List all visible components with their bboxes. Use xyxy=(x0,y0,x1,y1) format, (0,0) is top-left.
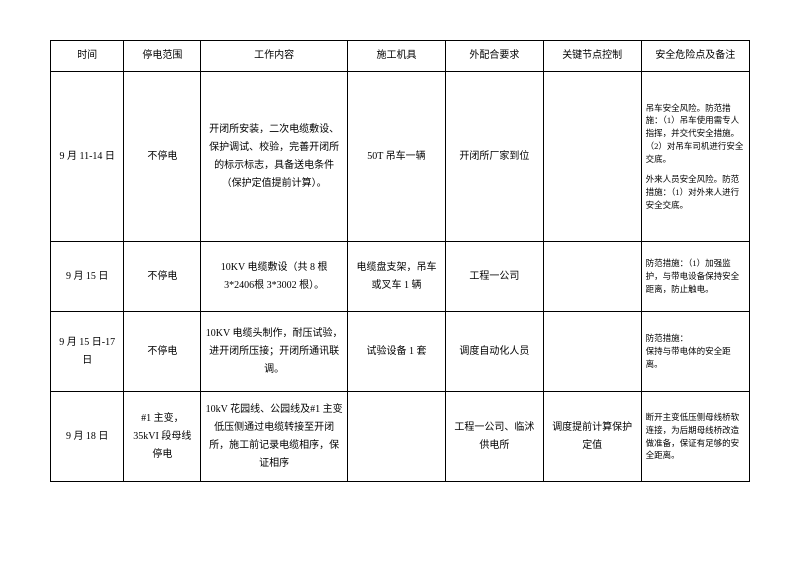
th-time: 时间 xyxy=(51,41,124,72)
cell-outage: 不停电 xyxy=(124,242,201,312)
cell-keynode xyxy=(543,242,641,312)
cell-external: 调度自动化人员 xyxy=(445,312,543,392)
cell-time: 9 月 11-14 日 xyxy=(51,72,124,242)
th-external: 外配合要求 xyxy=(445,41,543,72)
cell-external: 工程一公司 xyxy=(445,242,543,312)
cell-equip: 电缆盘支架，吊车或叉车 1 辆 xyxy=(348,242,446,312)
cell-time: 9 月 15 日 xyxy=(51,242,124,312)
cell-keynode xyxy=(543,72,641,242)
cell-outage: #1 主变，35kVI 段母线停电 xyxy=(124,392,201,482)
header-row: 时间 停电范围 工作内容 施工机具 外配合要求 关键节点控制 安全危险点及备注 xyxy=(51,41,750,72)
cell-keynode xyxy=(543,312,641,392)
cell-time: 9 月 15 日-17日 xyxy=(51,312,124,392)
th-keynode: 关键节点控制 xyxy=(543,41,641,72)
cell-external: 工程一公司、临沭供电所 xyxy=(445,392,543,482)
th-work: 工作内容 xyxy=(201,41,348,72)
safety-a: 吊车安全风险。防范措施：（1）吊车使用需专人指挥，并交代安全措施。（2）对吊车司… xyxy=(646,102,745,166)
cell-outage: 不停电 xyxy=(124,72,201,242)
cell-time: 9 月 18 日 xyxy=(51,392,124,482)
th-safety: 安全危险点及备注 xyxy=(641,41,749,72)
table-row: 9 月 15 日-17日 不停电 10KV 电缆头制作，耐压试验，进开闭所压接；… xyxy=(51,312,750,392)
cell-work: 10KV 电缆头制作，耐压试验，进开闭所压接；开闭所通讯联调。 xyxy=(201,312,348,392)
safety-b: 外来人员安全风险。防范措施：（1）对外来人进行安全交底。 xyxy=(646,173,745,211)
cell-work: 开闭所安装，二次电缆敷设、保护调试、校验，完善开闭所的标示标志，具备送电条件（保… xyxy=(201,72,348,242)
cell-equip xyxy=(348,392,446,482)
table-row: 9 月 15 日 不停电 10KV 电缆敷设（共 8 根 3*2406根 3*3… xyxy=(51,242,750,312)
cell-outage: 不停电 xyxy=(124,312,201,392)
cell-work: 10kV 花园线、公园线及#1 主变低压侧通过电缆转接至开闭所，施工前记录电缆相… xyxy=(201,392,348,482)
cell-external: 开闭所厂家到位 xyxy=(445,72,543,242)
th-outage: 停电范围 xyxy=(124,41,201,72)
cell-safety: 吊车安全风险。防范措施：（1）吊车使用需专人指挥，并交代安全措施。（2）对吊车司… xyxy=(641,72,749,242)
table-row: 9 月 18 日 #1 主变，35kVI 段母线停电 10kV 花园线、公园线及… xyxy=(51,392,750,482)
cell-safety: 断开主变低压侧母线桥软连接，为后期母线桥改造做准备，保证有足够的安全距离。 xyxy=(641,392,749,482)
cell-keynode: 调度提前计算保护定值 xyxy=(543,392,641,482)
cell-safety: 防范措施： 保持与带电体的安全距离。 xyxy=(641,312,749,392)
th-equip: 施工机具 xyxy=(348,41,446,72)
schedule-table: 时间 停电范围 工作内容 施工机具 外配合要求 关键节点控制 安全危险点及备注 … xyxy=(50,40,750,482)
cell-safety: 防范措施：（1）加强监护，与带电设备保持安全距离，防止触电。 xyxy=(641,242,749,312)
cell-equip: 50T 吊车一辆 xyxy=(348,72,446,242)
cell-equip: 试验设备 1 套 xyxy=(348,312,446,392)
table-row: 9 月 11-14 日 不停电 开闭所安装，二次电缆敷设、保护调试、校验，完善开… xyxy=(51,72,750,242)
cell-work: 10KV 电缆敷设（共 8 根 3*2406根 3*3002 根）。 xyxy=(201,242,348,312)
